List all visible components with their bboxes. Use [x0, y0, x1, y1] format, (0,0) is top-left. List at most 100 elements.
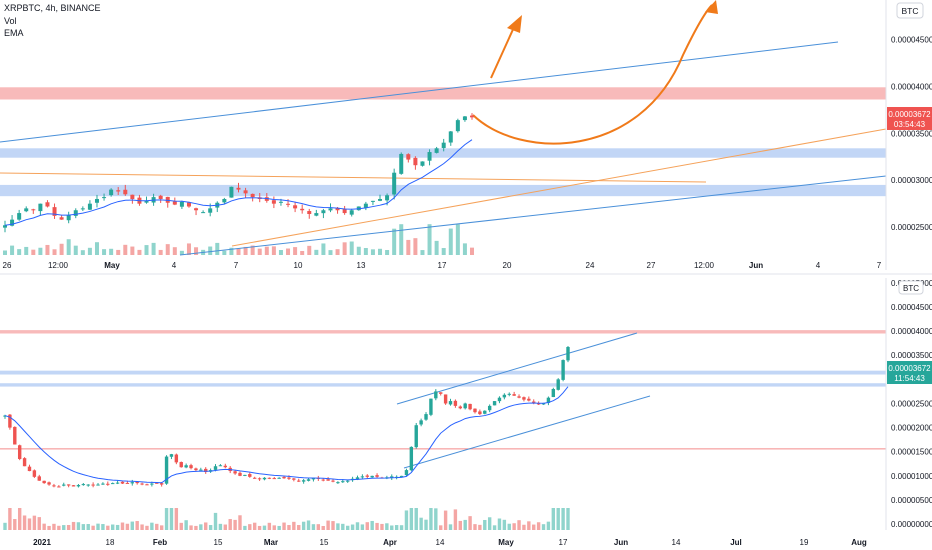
top-candles	[3, 113, 474, 233]
volume-bar	[492, 525, 497, 530]
candle-body	[87, 203, 92, 210]
top-countdown: 03:54:43	[894, 120, 926, 129]
candle-body	[292, 478, 296, 480]
volume-bar	[326, 520, 330, 530]
volume-bar	[463, 519, 467, 530]
volume-bar	[172, 247, 177, 255]
volume-bar	[427, 224, 432, 255]
volume-bar	[517, 520, 521, 530]
candle-body	[158, 195, 163, 199]
volume-bar	[370, 249, 375, 255]
ema-line	[4, 139, 473, 226]
candle-body	[326, 479, 330, 481]
candle-body	[150, 483, 154, 485]
indicator-vol-label[interactable]: Vol	[4, 16, 17, 26]
volume-bar	[179, 522, 183, 530]
candle-body	[321, 479, 325, 481]
candle-body	[328, 208, 333, 211]
candle-body	[502, 394, 507, 398]
volume-bar	[404, 510, 409, 530]
candle-body	[406, 154, 411, 160]
volume-bar	[3, 250, 7, 255]
time-tick-label: Mar	[264, 538, 278, 547]
volume-bar	[222, 250, 227, 255]
volume-bar	[199, 524, 203, 530]
indicator-ema-label[interactable]: EMA	[4, 28, 24, 38]
candle-body	[497, 397, 502, 402]
bottom-time-axis[interactable]: 2021 18 Feb 15 Mar 15 Apr 14 May 17 Jun 14 Jul 19 Aug	[33, 538, 867, 547]
volume-bar	[385, 523, 389, 530]
candle-body	[42, 480, 46, 484]
candle-body	[184, 465, 188, 468]
candle-body	[390, 476, 394, 479]
volume-bar	[342, 242, 347, 255]
time-tick-label: 26	[3, 261, 12, 270]
resistance-zone-0	[0, 87, 886, 100]
bottom-currency-label: BTC	[903, 284, 919, 293]
top-price-axis[interactable]: 0.00004500 0.00004000 0.00003500 0.00003000…	[885, 0, 932, 270]
candle-body	[443, 394, 448, 404]
volume-bar	[179, 250, 184, 255]
candle-body	[81, 484, 86, 486]
candle-body	[130, 482, 134, 484]
candle-body	[76, 485, 81, 487]
time-tick-label: 15	[214, 538, 223, 547]
candle-body	[3, 225, 7, 228]
candle-body	[331, 480, 335, 482]
volume-bar	[470, 247, 474, 255]
price-tick-label: 0.00001000	[891, 472, 932, 481]
volume-bar	[271, 246, 276, 255]
volume-bar	[443, 510, 448, 530]
price-tick-label: 0.00002000	[891, 424, 932, 433]
top-currency-tag[interactable]: BTC	[896, 2, 924, 19]
candle-body	[57, 486, 61, 488]
volume-bar	[311, 524, 316, 530]
candle-body	[71, 485, 76, 487]
time-tick-label: 7	[234, 261, 239, 270]
volume-bar	[321, 525, 325, 530]
candle-body	[306, 479, 311, 481]
price-tick-label: 0.00000000	[891, 520, 932, 529]
volume-bar	[81, 524, 86, 530]
volume-bar	[31, 249, 36, 255]
candle-body	[507, 393, 511, 395]
candle-body	[345, 480, 350, 482]
volume-bar	[502, 519, 507, 530]
candle-body	[179, 201, 184, 207]
volume-bar	[213, 512, 218, 530]
volume-bar	[52, 249, 57, 255]
volume-bar	[394, 525, 399, 530]
symbol-title[interactable]: XRPBTC, 4h, BINANCE	[4, 3, 101, 13]
volume-bar	[406, 239, 411, 255]
candle-body	[463, 403, 467, 409]
bottom-price-axis[interactable]: 0.000050000.000045000.000040000.00003500…	[885, 278, 932, 530]
bottom-currency-tag[interactable]: BTC	[898, 280, 924, 295]
volume-bar	[392, 228, 397, 255]
time-tick-label: 27	[647, 261, 656, 270]
candle-body	[429, 398, 433, 415]
time-tick-label: May	[498, 538, 514, 547]
candle-body	[541, 403, 546, 405]
support-zone-1	[0, 370, 886, 375]
candle-body	[546, 397, 551, 403]
volume-bar	[109, 248, 114, 255]
candle-body	[47, 482, 51, 485]
volume-bar	[165, 244, 170, 255]
volume-bar	[385, 250, 390, 255]
volume-bar	[233, 519, 237, 530]
bottom-zones	[0, 330, 886, 450]
volume-bar	[66, 239, 71, 255]
candle-body	[37, 476, 41, 481]
volume-bar	[87, 247, 92, 255]
candle-body	[271, 200, 276, 204]
volume-bar	[215, 242, 220, 255]
volume-bar	[314, 249, 319, 255]
volume-bar	[47, 525, 51, 530]
candle-body	[165, 196, 170, 203]
top-time-axis[interactable]: 26 12:00 May 4 7 10 13 17 20 24 27 12:00 Jun 4 7	[3, 261, 882, 270]
volume-bar	[390, 525, 394, 530]
volume-bar	[512, 523, 516, 530]
candle-body	[458, 406, 462, 409]
volume-bar	[414, 508, 418, 530]
